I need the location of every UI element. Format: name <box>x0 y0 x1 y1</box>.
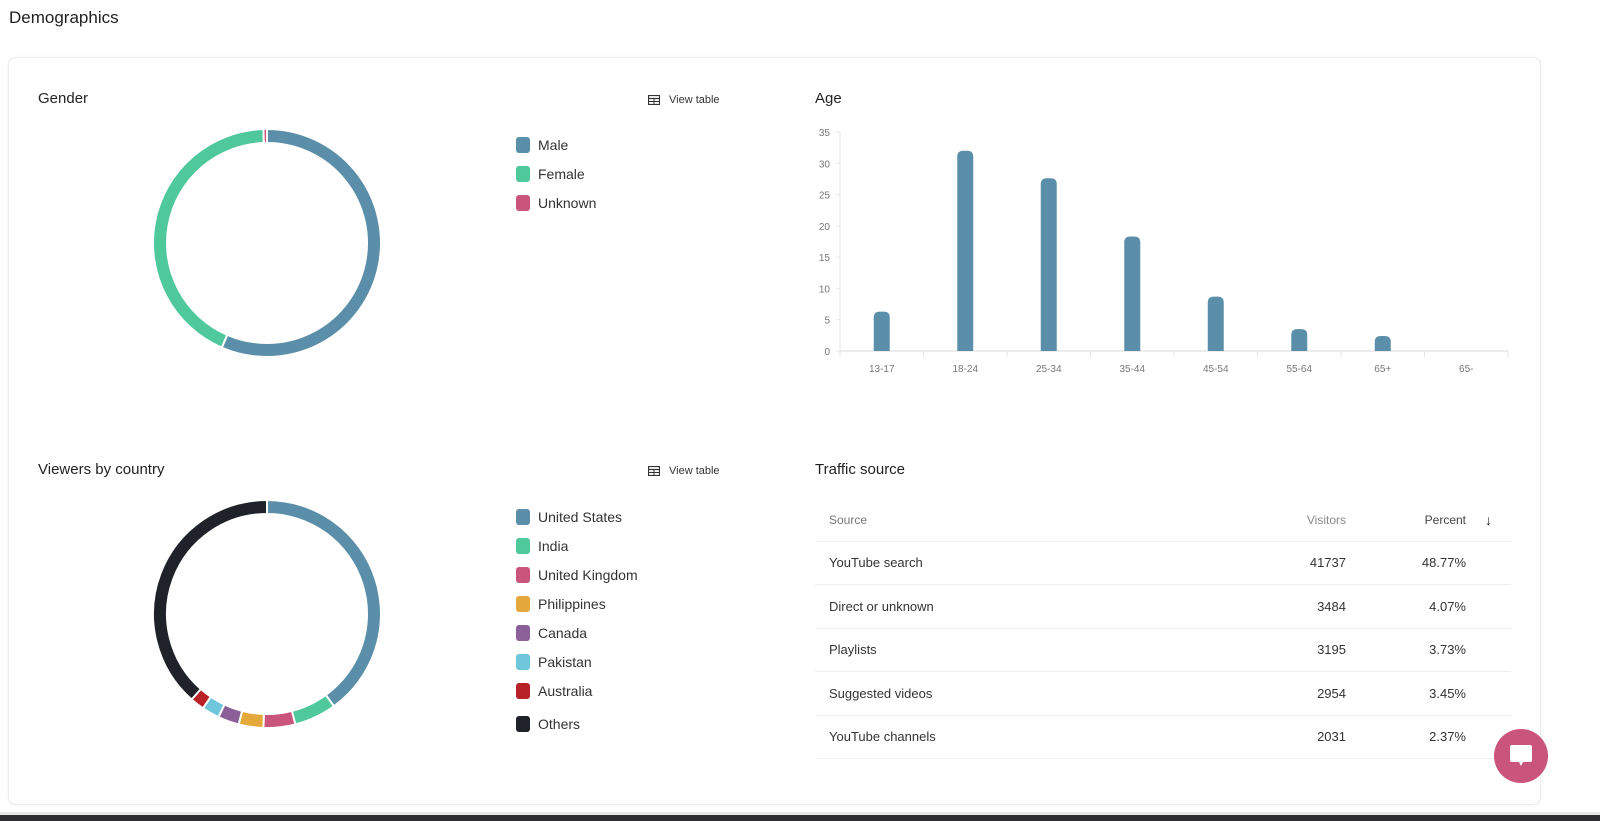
gender-donut-chart <box>152 127 382 358</box>
table-header-row: Source Visitors Percent ↓ <box>815 499 1511 542</box>
legend-item-united-kingdom[interactable]: United Kingdom <box>516 560 638 589</box>
table-row: YouTube search 41737 48.77% <box>815 541 1511 585</box>
country-donut-chart <box>152 498 382 729</box>
chat-button[interactable] <box>1494 729 1548 783</box>
canada-swatch <box>516 624 530 641</box>
column-percent[interactable]: Percent <box>1346 499 1466 542</box>
table-row: Direct or unknown 3484 4.07% <box>815 584 1511 629</box>
svg-text:35: 35 <box>819 128 831 139</box>
table-row: YouTube channels 2031 2.37% <box>815 715 1511 759</box>
donut-segment[interactable] <box>152 128 265 349</box>
donut-segment[interactable] <box>290 693 336 726</box>
percent-cell: 48.77% <box>1346 541 1466 585</box>
column-source[interactable]: Source <box>815 499 1226 542</box>
legend-item-others[interactable]: Others <box>516 709 638 738</box>
unknown-swatch <box>516 194 530 211</box>
age-bar[interactable] <box>1207 296 1224 351</box>
traffic-title: Traffic source <box>815 461 906 478</box>
visitors-cell: 3195 <box>1226 628 1346 672</box>
donut-segment[interactable] <box>262 709 297 729</box>
gender-legend: Male Female Unknown <box>516 130 596 217</box>
age-bar[interactable] <box>1291 329 1308 351</box>
column-visitors[interactable]: Visitors <box>1226 499 1346 542</box>
percent-cell: 4.07% <box>1346 584 1466 629</box>
svg-text:18-24: 18-24 <box>952 364 978 375</box>
donut-segment[interactable] <box>152 498 268 701</box>
svg-text:10: 10 <box>819 284 831 295</box>
source-cell: YouTube channels <box>815 715 1226 759</box>
gender-title: Gender <box>38 90 89 107</box>
svg-text:13-17: 13-17 <box>869 364 895 375</box>
visitors-cell: 41737 <box>1226 541 1346 585</box>
table-icon <box>648 466 660 476</box>
donut-segment[interactable] <box>220 127 382 358</box>
visitors-cell: 3484 <box>1226 584 1346 629</box>
legend-item-pakistan[interactable]: Pakistan <box>516 647 638 676</box>
united-kingdom-swatch <box>516 566 530 583</box>
united-states-swatch <box>516 508 530 525</box>
age-bar[interactable] <box>1124 236 1141 351</box>
india-swatch <box>516 537 530 554</box>
sort-descending-icon[interactable]: ↓ <box>1466 499 1511 542</box>
country-legend: United States India United Kingdom Phili… <box>516 502 638 738</box>
legend-item-female[interactable]: Female <box>516 159 596 188</box>
svg-text:45-54: 45-54 <box>1203 364 1229 375</box>
svg-text:5: 5 <box>824 316 830 327</box>
age-bar[interactable] <box>1374 335 1391 351</box>
pakistan-swatch <box>516 653 530 670</box>
view-table-label: View table <box>669 94 720 106</box>
svg-text:35-44: 35-44 <box>1119 364 1145 375</box>
traffic-source-table: Source Visitors Percent ↓ YouTube search… <box>815 499 1511 759</box>
svg-text:25-34: 25-34 <box>1036 364 1062 375</box>
percent-cell: 3.73% <box>1346 628 1466 672</box>
source-cell: YouTube search <box>815 541 1226 585</box>
donut-segment[interactable] <box>262 127 268 145</box>
legend-item-philippines[interactable]: Philippines <box>516 589 638 618</box>
country-view-table-button[interactable]: View table <box>648 465 720 477</box>
legend-item-united-states[interactable]: United States <box>516 502 638 531</box>
legend-item-unknown[interactable]: Unknown <box>516 188 596 217</box>
gender-view-table-button[interactable]: View table <box>648 94 720 106</box>
svg-text:65+: 65+ <box>1374 364 1391 375</box>
page-title: Demographics <box>9 8 119 27</box>
source-cell: Direct or unknown <box>815 584 1226 629</box>
legend-item-canada[interactable]: Canada <box>516 618 638 647</box>
age-bar[interactable] <box>873 311 890 351</box>
table-icon <box>648 95 660 105</box>
country-title: Viewers by country <box>38 461 165 478</box>
australia-swatch <box>516 682 530 699</box>
philippines-swatch <box>516 595 530 612</box>
legend-item-australia[interactable]: Australia <box>516 676 638 705</box>
svg-text:65-: 65- <box>1459 364 1473 375</box>
age-bar[interactable] <box>957 150 974 351</box>
svg-text:30: 30 <box>819 159 831 170</box>
visitors-cell: 2031 <box>1226 715 1346 759</box>
donut-segment[interactable] <box>266 498 382 708</box>
svg-text:55-64: 55-64 <box>1286 364 1312 375</box>
others-swatch <box>516 715 530 732</box>
svg-text:0: 0 <box>824 347 830 358</box>
visitors-cell: 2954 <box>1226 671 1346 716</box>
source-cell: Suggested videos <box>815 671 1226 716</box>
chat-bubble-icon <box>1510 745 1532 766</box>
window-edge <box>0 812 1600 815</box>
svg-text:25: 25 <box>819 191 831 202</box>
age-bar-chart: 0 5 10 15 20 25 30 35 13-17 18-24 25-34 35-44 45-54 5… <box>819 128 1509 375</box>
age-title: Age <box>815 90 842 107</box>
percent-cell: 3.45% <box>1346 671 1466 716</box>
view-table-label: View table <box>669 465 720 477</box>
table-row: Playlists 3195 3.73% <box>815 628 1511 672</box>
male-swatch <box>516 136 530 153</box>
legend-item-india[interactable]: India <box>516 531 638 560</box>
female-swatch <box>516 165 530 182</box>
table-row: Suggested videos 2954 3.45% <box>815 671 1511 716</box>
svg-text:15: 15 <box>819 253 831 264</box>
svg-text:20: 20 <box>819 222 831 233</box>
age-bar[interactable] <box>1040 178 1057 351</box>
percent-cell: 2.37% <box>1346 715 1466 759</box>
taskbar-strip <box>0 815 1600 821</box>
legend-item-male[interactable]: Male <box>516 130 596 159</box>
source-cell: Playlists <box>815 628 1226 672</box>
